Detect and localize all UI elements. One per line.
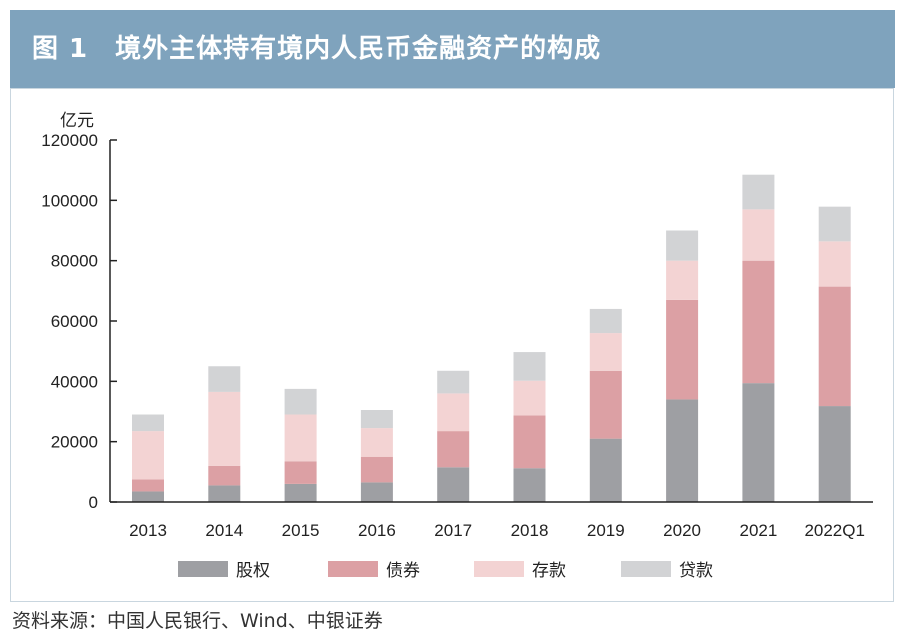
bar-segment-债券-2022Q1 [818,286,851,407]
y-axis-unit-label: 亿元 [60,111,94,131]
bar-segment-贷款-2019 [589,308,622,334]
bar-segment-股权-2021 [742,383,775,502]
x-tick-label: 2020 [663,521,701,540]
bar-segment-债券-2017 [437,431,470,468]
legend-label-股权: 股权 [236,561,270,581]
x-tick-label: 2016 [358,521,396,540]
bar-segment-存款-2018 [513,380,546,416]
legend-swatch-债券 [328,561,378,577]
bar-segment-贷款-2016 [360,409,393,429]
bar-segment-贷款-2017 [437,370,470,394]
chart-header: 图 1 境外主体持有境内人民币金融资产的构成 [10,10,895,88]
legend-label-存款: 存款 [532,561,566,581]
bar-segment-股权-2019 [589,438,622,502]
bar-segment-存款-2022Q1 [818,241,851,287]
legend-swatch-存款 [474,561,524,577]
bar-segment-股权-2014 [208,485,241,502]
x-tick-label: 2018 [511,521,549,540]
y-tick-label: 40000 [51,372,98,391]
bar-segment-贷款-2022Q1 [818,206,851,242]
bar-segment-贷款-2015 [284,388,317,415]
x-tick-label: 2014 [205,521,243,540]
bar-segment-债券-2014 [208,465,241,486]
x-tick-label: 2019 [587,521,625,540]
bar-segment-存款-2014 [208,391,241,466]
bar-segment-存款-2017 [437,393,470,432]
bar-segment-债券-2016 [360,456,393,483]
bar-segment-股权-2018 [513,468,546,502]
bar-segment-存款-2015 [284,414,317,462]
bar-segment-存款-2019 [589,333,622,371]
bar-segment-贷款-2013 [132,414,164,432]
bar-segment-贷款-2020 [666,230,699,261]
bar-segment-股权-2016 [360,482,393,502]
y-tick-label: 20000 [51,433,98,452]
bar-segment-股权-2020 [666,399,699,502]
y-tick-label: 0 [89,493,98,512]
x-tick-label: 2017 [434,521,472,540]
bar-segment-股权-2017 [437,467,470,502]
x-tick-label: 2015 [282,521,320,540]
legend-swatch-贷款 [621,561,671,577]
bar-segment-贷款-2014 [208,366,241,392]
bar-segment-存款-2020 [666,260,699,300]
bar-segment-股权-2013 [132,491,164,502]
bar-segment-股权-2022Q1 [818,406,851,502]
x-tick-label: 2013 [129,521,167,540]
bar-segment-股权-2015 [284,483,317,502]
bar-segment-债券-2015 [284,461,317,484]
y-tick-label: 100000 [41,191,98,210]
chart-title: 图 1 境外主体持有境内人民币金融资产的构成 [32,34,602,64]
bar-segment-存款-2013 [132,431,164,480]
y-tick-label: 80000 [51,252,98,271]
x-tick-label: 2021 [739,521,777,540]
source-note: 资料来源：中国人民银行、Wind、中银证券 [12,610,383,632]
bar-segment-债券-2013 [132,479,164,492]
legend-label-贷款: 贷款 [679,561,713,581]
bar-segment-存款-2016 [360,428,393,457]
legend-swatch-股权 [178,561,228,577]
bar-segment-贷款-2018 [513,352,546,381]
bar-segment-贷款-2021 [742,174,775,210]
bar-segment-债券-2018 [513,415,546,469]
bar-segment-债券-2020 [666,299,699,400]
legend-label-债券: 债券 [386,561,420,581]
y-tick-label: 120000 [41,131,98,150]
x-tick-label: 2022Q1 [804,521,865,540]
bar-segment-存款-2021 [742,209,775,261]
y-tick-label: 60000 [51,312,98,331]
bar-segment-债券-2019 [589,370,622,439]
bar-segment-债券-2021 [742,260,775,384]
